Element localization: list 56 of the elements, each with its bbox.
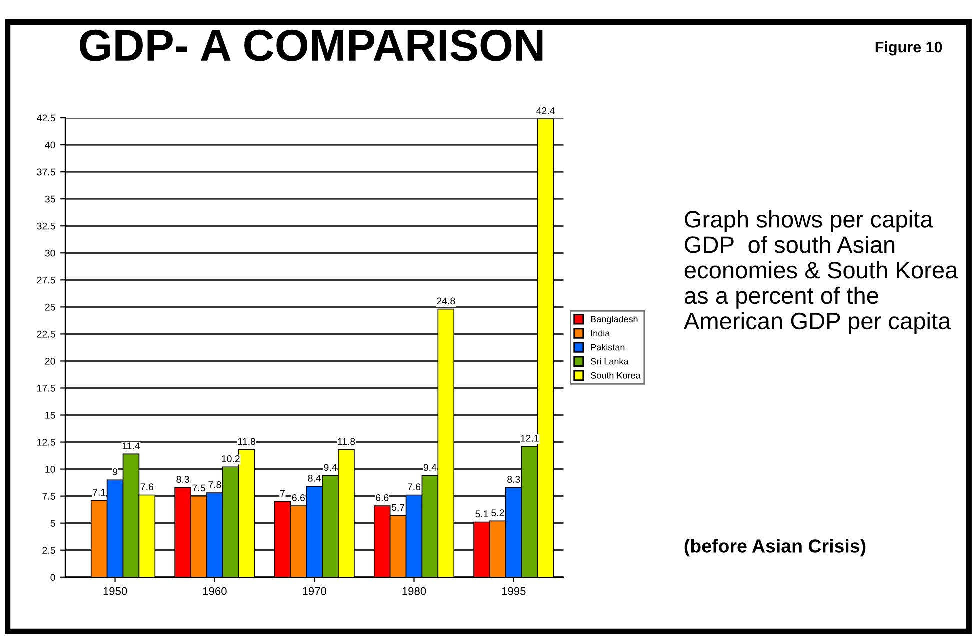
data-label: 11.4 <box>122 442 140 450</box>
y-tick-label: 27.5 <box>37 276 56 284</box>
data-label: 9.4 <box>324 464 338 472</box>
y-tick-label: 40 <box>45 142 56 149</box>
y-tick-label: 25 <box>45 304 56 311</box>
data-label: 9.4 <box>424 464 437 472</box>
data-label: 8.4 <box>308 475 322 482</box>
data-label: 11.8 <box>238 438 256 446</box>
y-tick-label: 10 <box>46 466 56 473</box>
y-tick-label: 35 <box>45 196 56 203</box>
data-label: 7.5 <box>192 484 206 492</box>
y-tick-label: 0 <box>50 574 56 582</box>
x-tick-label: 1980 <box>402 587 426 596</box>
data-label: 8.3 <box>508 476 520 483</box>
data-label: 5.1 <box>476 510 488 518</box>
data-label: 7 <box>280 490 285 497</box>
data-label: 7.1 <box>93 489 106 496</box>
chart-title: GDP- A COMPARISON <box>80 30 543 62</box>
x-tick-label: 1970 <box>303 587 327 596</box>
x-tick-label: 1950 <box>104 587 128 596</box>
legend-label: Bangladesh <box>591 316 638 324</box>
y-tick-label: 5 <box>50 520 56 527</box>
data-label: 5.7 <box>392 504 405 512</box>
data-label: 42.4 <box>536 108 555 114</box>
x-tick-label: 1995 <box>502 587 526 596</box>
legend-label: India <box>591 330 610 337</box>
data-label: 5.2 <box>492 510 504 516</box>
data-label: 6.6 <box>292 494 305 502</box>
y-tick-label: 37.5 <box>37 168 56 176</box>
y-tick-label: 22.5 <box>37 330 56 338</box>
data-label: 7.8 <box>208 482 222 488</box>
text: Graph shows per capita GDP of south Asian economies & South Korea as a percent of the American GDP per capita <box>684 210 958 334</box>
y-tick-label: 7.5 <box>42 493 56 500</box>
legend-label: Pakistan <box>591 344 625 351</box>
data-label: 7.6 <box>140 484 154 491</box>
data-label: 11.8 <box>338 438 356 446</box>
y-tick-label: 15 <box>46 412 56 419</box>
legend-label: South Korea <box>591 372 641 379</box>
data-label: 7.6 <box>408 484 421 491</box>
data-label: 10.2 <box>222 456 240 462</box>
data-label: 9 <box>113 468 118 476</box>
data-label: 12.1 <box>521 435 539 442</box>
y-tick-label: 32.5 <box>37 222 56 230</box>
y-tick-label: 17.5 <box>38 385 56 392</box>
y-tick-label: 12.5 <box>38 439 56 446</box>
legend-label: Sri Lanka <box>591 358 629 365</box>
y-tick-label: 42.5 <box>37 114 56 122</box>
y-tick-label: 2.5 <box>42 547 56 554</box>
x-tick-label: 1960 <box>203 587 227 596</box>
y-tick-label: 20 <box>45 358 56 365</box>
text: (before Asian Crisis) <box>684 539 866 557</box>
data-label: 6.6 <box>376 494 389 502</box>
data-label: 24.8 <box>437 298 456 305</box>
caption: Figure 10 <box>876 41 942 56</box>
y-tick-label: 30 <box>45 250 56 257</box>
data-label: 8.3 <box>176 476 190 483</box>
